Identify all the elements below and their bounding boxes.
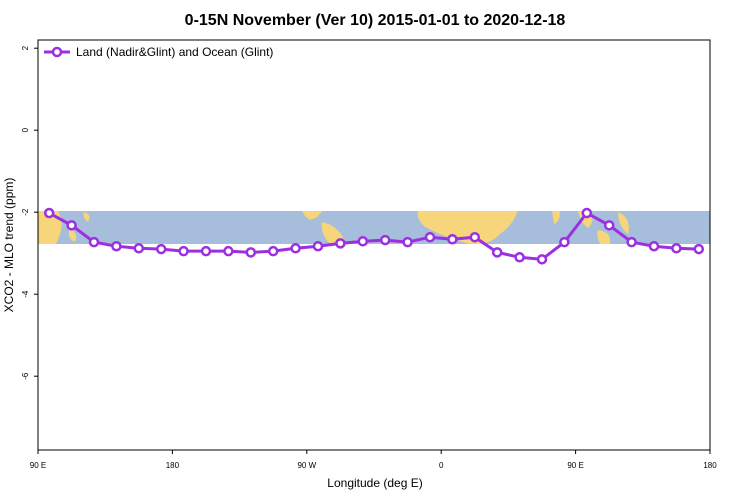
point [402,236,413,248]
point [559,236,570,248]
x-axis-label: Longitude (deg E) [327,476,422,490]
point [514,252,525,263]
point [245,247,257,258]
point [357,236,369,247]
point [424,231,436,243]
point [133,243,145,254]
x-tick-label: 90 E [30,461,46,470]
point [111,240,122,252]
point [447,234,458,245]
x-tick-label: 90 W [297,461,316,470]
legend-marker [51,46,63,58]
point [379,234,391,246]
x-tick-label: 90 E [567,461,583,470]
point [536,254,548,265]
x-tick-label: 0 [439,461,444,470]
plot-frame [37,39,711,451]
y-axis-label: XCO2 - MLO trend (ppm) [2,178,16,313]
point [43,207,55,219]
x-tick-label: 180 [166,461,180,470]
point [469,231,481,243]
point [648,240,660,252]
point [312,240,324,252]
point [155,243,167,255]
x-tick-label: 180 [703,461,717,470]
point [491,247,503,258]
y-tick-label: -2 [21,208,30,216]
point [581,207,593,219]
point [88,236,100,248]
chart-title: 0-15N November (Ver 10) 2015-01-01 to 20… [185,12,566,29]
map-band [38,211,710,244]
y-tick-label: 0 [21,127,30,132]
y-tick-label: -4 [21,290,30,298]
point [66,220,77,231]
point [200,245,212,257]
point [335,238,346,249]
point [178,245,189,257]
point [626,236,637,248]
point [267,245,279,257]
y-tick-label: 2 [21,45,30,50]
point [671,243,682,254]
point [603,220,615,231]
y-tick-label: -6 [21,372,30,380]
point [223,245,234,257]
legend-label: Land (Nadir&Glint) and Ocean (Glint) [76,45,273,59]
point [693,243,705,255]
point [290,243,301,254]
